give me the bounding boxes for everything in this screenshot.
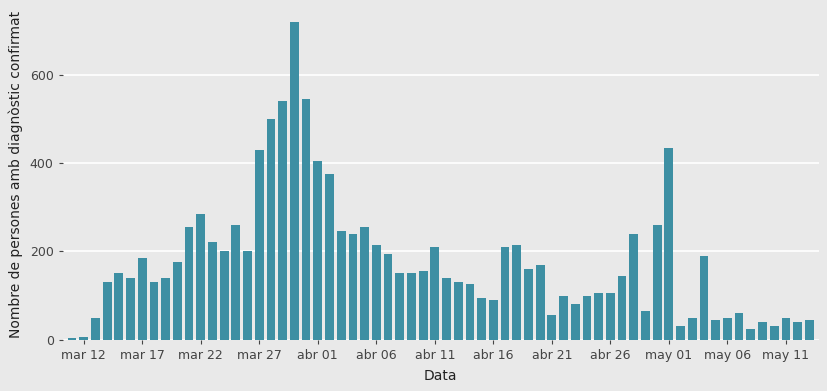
Bar: [430, 247, 439, 340]
Bar: [513, 245, 521, 340]
Bar: [700, 256, 709, 340]
Bar: [184, 227, 194, 340]
Bar: [232, 225, 241, 340]
Bar: [571, 304, 580, 340]
Bar: [500, 247, 509, 340]
Bar: [723, 317, 732, 340]
Bar: [313, 161, 323, 340]
Bar: [770, 326, 778, 340]
Bar: [782, 317, 791, 340]
Bar: [114, 273, 123, 340]
Bar: [582, 296, 591, 340]
Bar: [68, 338, 76, 340]
Bar: [243, 251, 252, 340]
Bar: [407, 273, 416, 340]
Bar: [220, 251, 228, 340]
Bar: [606, 293, 614, 340]
Bar: [711, 320, 720, 340]
Y-axis label: Nombre de persones amb diagnòstic confirmat: Nombre de persones amb diagnòstic confir…: [8, 11, 23, 337]
X-axis label: Data: Data: [424, 369, 457, 383]
Bar: [524, 269, 533, 340]
Bar: [559, 296, 568, 340]
Bar: [325, 174, 334, 340]
Bar: [653, 225, 662, 340]
Bar: [302, 99, 310, 340]
Bar: [418, 271, 428, 340]
Bar: [618, 276, 626, 340]
Bar: [150, 282, 158, 340]
Bar: [793, 322, 802, 340]
Bar: [454, 282, 462, 340]
Bar: [641, 311, 650, 340]
Bar: [279, 101, 287, 340]
Bar: [348, 234, 357, 340]
Bar: [208, 242, 217, 340]
Bar: [688, 317, 696, 340]
Bar: [255, 150, 264, 340]
Bar: [629, 234, 638, 340]
Bar: [489, 300, 498, 340]
Bar: [290, 22, 299, 340]
Bar: [536, 265, 544, 340]
Bar: [676, 326, 685, 340]
Bar: [547, 316, 557, 340]
Bar: [337, 231, 346, 340]
Bar: [266, 119, 275, 340]
Bar: [361, 227, 369, 340]
Bar: [466, 285, 475, 340]
Bar: [79, 337, 88, 340]
Bar: [127, 278, 135, 340]
Bar: [91, 317, 100, 340]
Bar: [103, 282, 112, 340]
Bar: [734, 313, 743, 340]
Bar: [384, 253, 392, 340]
Bar: [442, 278, 451, 340]
Bar: [747, 329, 755, 340]
Bar: [372, 245, 380, 340]
Bar: [161, 278, 170, 340]
Bar: [758, 322, 767, 340]
Bar: [805, 320, 814, 340]
Bar: [196, 214, 205, 340]
Bar: [595, 293, 603, 340]
Bar: [477, 298, 486, 340]
Bar: [395, 273, 404, 340]
Bar: [138, 258, 146, 340]
Bar: [173, 262, 182, 340]
Bar: [664, 147, 673, 340]
